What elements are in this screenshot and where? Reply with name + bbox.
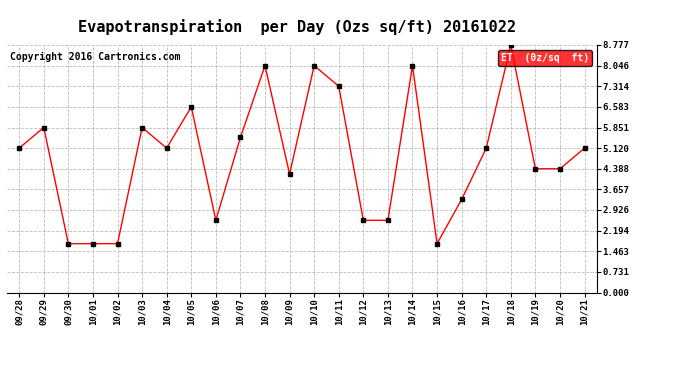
Text: Evapotranspiration  per Day (Ozs sq/ft) 20161022: Evapotranspiration per Day (Ozs sq/ft) 2… xyxy=(78,19,515,35)
Legend: ET  (0z/sq  ft): ET (0z/sq ft) xyxy=(498,50,592,66)
Text: Copyright 2016 Cartronics.com: Copyright 2016 Cartronics.com xyxy=(10,53,180,63)
